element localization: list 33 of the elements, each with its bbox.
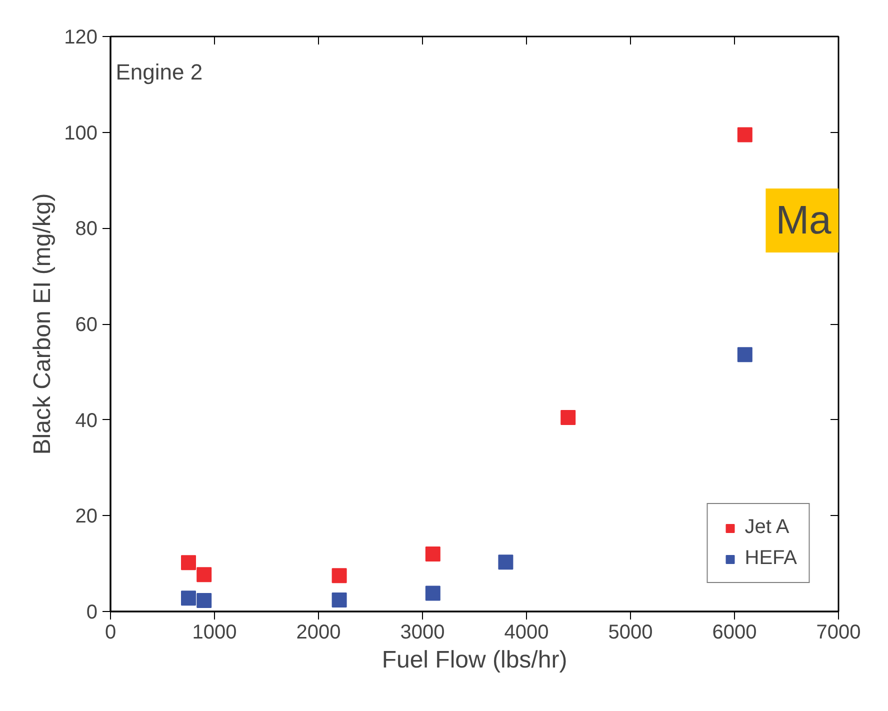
point xyxy=(181,590,196,606)
y-axis-title: Black Carbon EI (mg/kg) xyxy=(29,193,56,455)
y-tick-label: 100 xyxy=(64,122,98,144)
point xyxy=(181,555,196,570)
y-tick-label: 120 xyxy=(64,26,98,48)
point xyxy=(737,127,752,142)
point xyxy=(332,592,347,608)
y-tick-label: 80 xyxy=(75,218,98,240)
y-tick-label: 60 xyxy=(75,314,98,336)
y-tick-label: 20 xyxy=(75,506,98,528)
x-tick-label: 5000 xyxy=(608,622,653,644)
x-axis-title: Fuel Flow (lbs/hr) xyxy=(382,646,568,674)
x-tick-label: 1000 xyxy=(192,622,237,644)
y-tick-label: 40 xyxy=(75,410,98,432)
y-tick-label: 0 xyxy=(86,602,98,624)
point xyxy=(196,567,212,582)
x-tick-label: 6000 xyxy=(712,622,757,644)
x-tick-label: 0 xyxy=(104,622,116,644)
point xyxy=(498,554,514,570)
point xyxy=(560,410,576,425)
annotation: Ma xyxy=(776,198,832,242)
point xyxy=(425,586,440,601)
point xyxy=(425,546,440,562)
legend-label: HEFA xyxy=(744,547,797,570)
annotation: Engine 2 xyxy=(116,60,203,84)
legend-label: Jet A xyxy=(744,516,790,539)
point xyxy=(332,568,347,584)
x-tick-label: 7000 xyxy=(816,622,861,644)
point xyxy=(737,347,752,362)
x-tick-label: 3000 xyxy=(400,622,445,644)
x-tick-label: 2000 xyxy=(296,622,341,644)
point xyxy=(196,592,212,608)
x-tick-label: 4000 xyxy=(504,622,549,644)
